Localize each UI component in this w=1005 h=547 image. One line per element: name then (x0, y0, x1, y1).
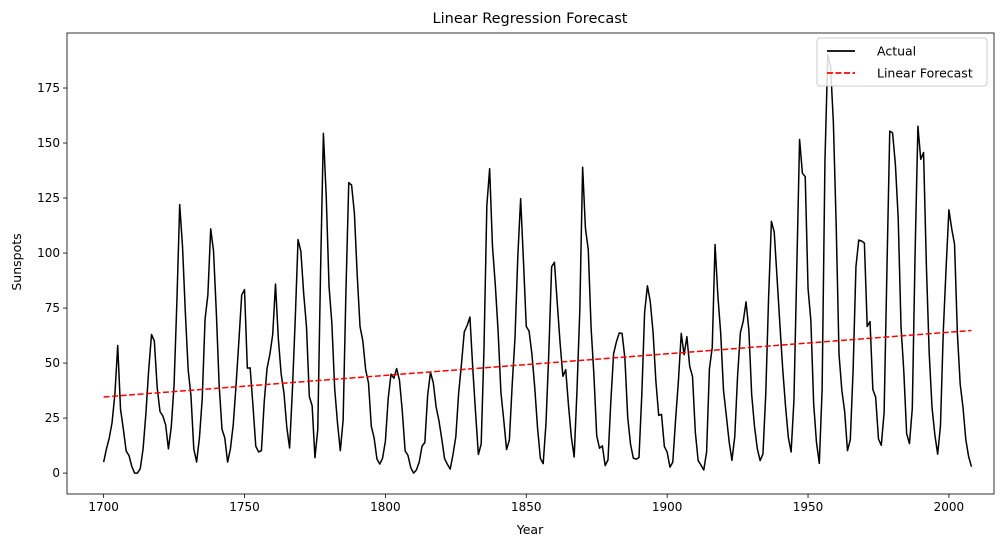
legend-box (816, 37, 988, 87)
forecast-series-line (103, 329, 972, 398)
y-tick-label: 25 (45, 411, 60, 425)
x-tick-label: 1750 (229, 500, 260, 514)
chart-title: Linear Regression Forecast (433, 11, 628, 27)
legend: Actual Linear Forecast (816, 37, 988, 87)
y-tick-label: 175 (37, 81, 60, 95)
actual-series-line (102, 53, 973, 474)
x-tick-label: 1800 (370, 500, 401, 514)
axes: 1700 1750 1800 1850 1900 1950 2000 0 25 50 75 100 12… (37, 32, 995, 514)
plot-frame (66, 32, 995, 495)
x-tick-label: 1700 (88, 500, 119, 514)
y-tick-label: 0 (52, 466, 60, 480)
x-axis-label: Year (516, 522, 544, 537)
legend-actual-label: Actual (877, 44, 916, 59)
y-tick-label: 150 (37, 136, 60, 150)
y-tick-label: 50 (45, 356, 60, 370)
legend-forecast-label: Linear Forecast (877, 66, 973, 81)
x-tick-label: 1850 (511, 500, 542, 514)
y-axis-label: Sunspots (9, 233, 24, 290)
plot-lines (102, 53, 973, 474)
x-tick-label: 2000 (934, 500, 965, 514)
y-tick-label: 75 (45, 301, 60, 315)
y-tick-label: 125 (37, 191, 60, 205)
y-tick-label: 100 (37, 246, 60, 260)
x-tick-label: 1950 (793, 500, 824, 514)
x-tick-label: 1900 (652, 500, 683, 514)
